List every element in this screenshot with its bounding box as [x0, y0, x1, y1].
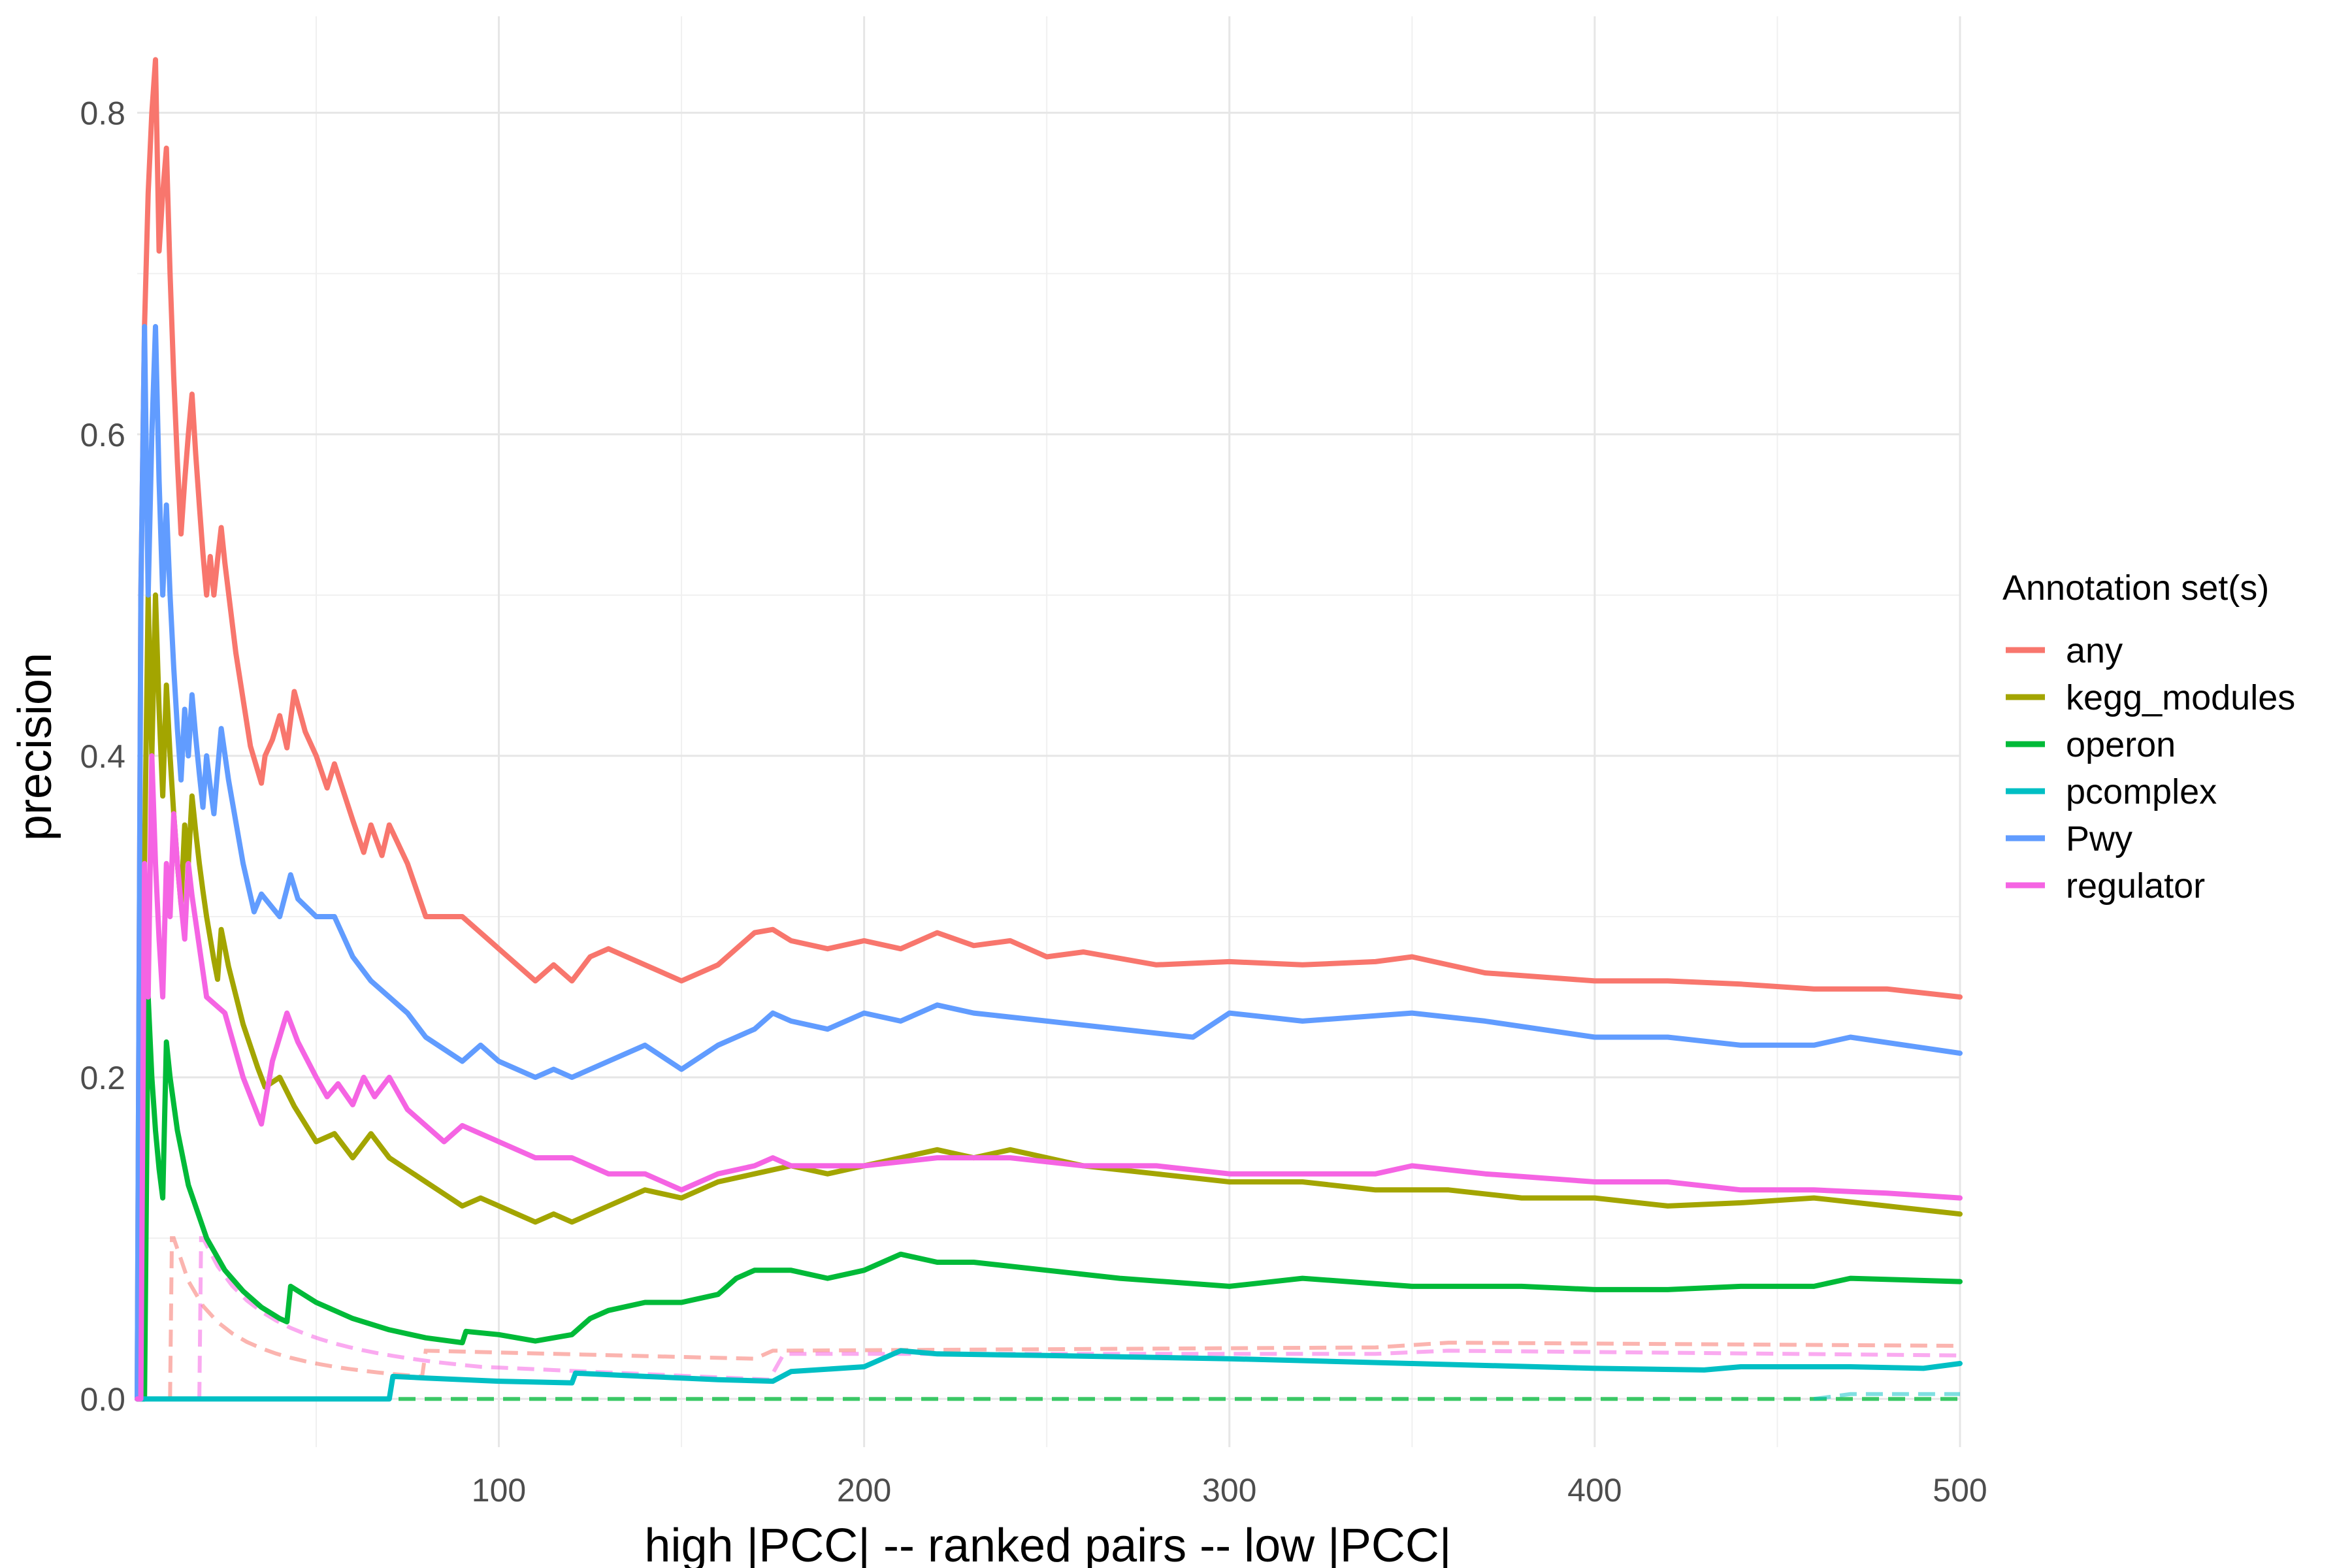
x-tick-label: 500 — [1933, 1472, 1987, 1509]
series-line-any — [135, 57, 1963, 1402]
series-line-pwy — [135, 323, 1963, 1402]
series-line-pcomplex — [135, 1348, 1963, 1402]
series-layer — [135, 57, 1963, 1402]
x-axis-title: high |PCC| -- ranked pairs -- low |PCC| — [644, 1520, 1451, 1568]
legend-label-operon: operon — [2066, 725, 2176, 764]
series-line-operon — [135, 994, 1963, 1402]
legend-label-pwy: Pwy — [2066, 819, 2132, 858]
x-tick-label: 200 — [837, 1472, 891, 1509]
legend-label-pcomplex: pcomplex — [2066, 772, 2217, 811]
series-line-regulator — [135, 753, 1963, 1402]
legend-label-regulator: regulator — [2066, 866, 2205, 906]
baseline-curve — [197, 1236, 1961, 1399]
y-tick-label: 0.8 — [80, 95, 125, 132]
y-tick-label: 0.4 — [80, 738, 125, 775]
y-tick-label: 0.6 — [80, 417, 125, 453]
x-tick-label: 300 — [1202, 1472, 1256, 1509]
x-tick-label: 400 — [1567, 1472, 1622, 1509]
baseline-layer — [137, 1236, 1961, 1401]
y-axis-title: precision — [9, 653, 61, 841]
grid — [137, 16, 1961, 1447]
y-tick-label: 0.2 — [80, 1060, 125, 1096]
baseline-curve — [168, 1236, 1961, 1399]
legend-label-kegg_modules: kegg_modules — [2066, 678, 2295, 717]
legend-label-any: any — [2066, 631, 2123, 670]
baseline-curve — [1814, 1392, 1960, 1401]
axis-layer: 100 200 300 400 500 0.0 0.2 0.4 0.6 0.8 — [80, 95, 1987, 1509]
x-tick-label: 100 — [472, 1472, 526, 1509]
y-tick-label: 0.0 — [80, 1381, 125, 1418]
legend-title: Annotation set(s) — [2002, 568, 2269, 608]
